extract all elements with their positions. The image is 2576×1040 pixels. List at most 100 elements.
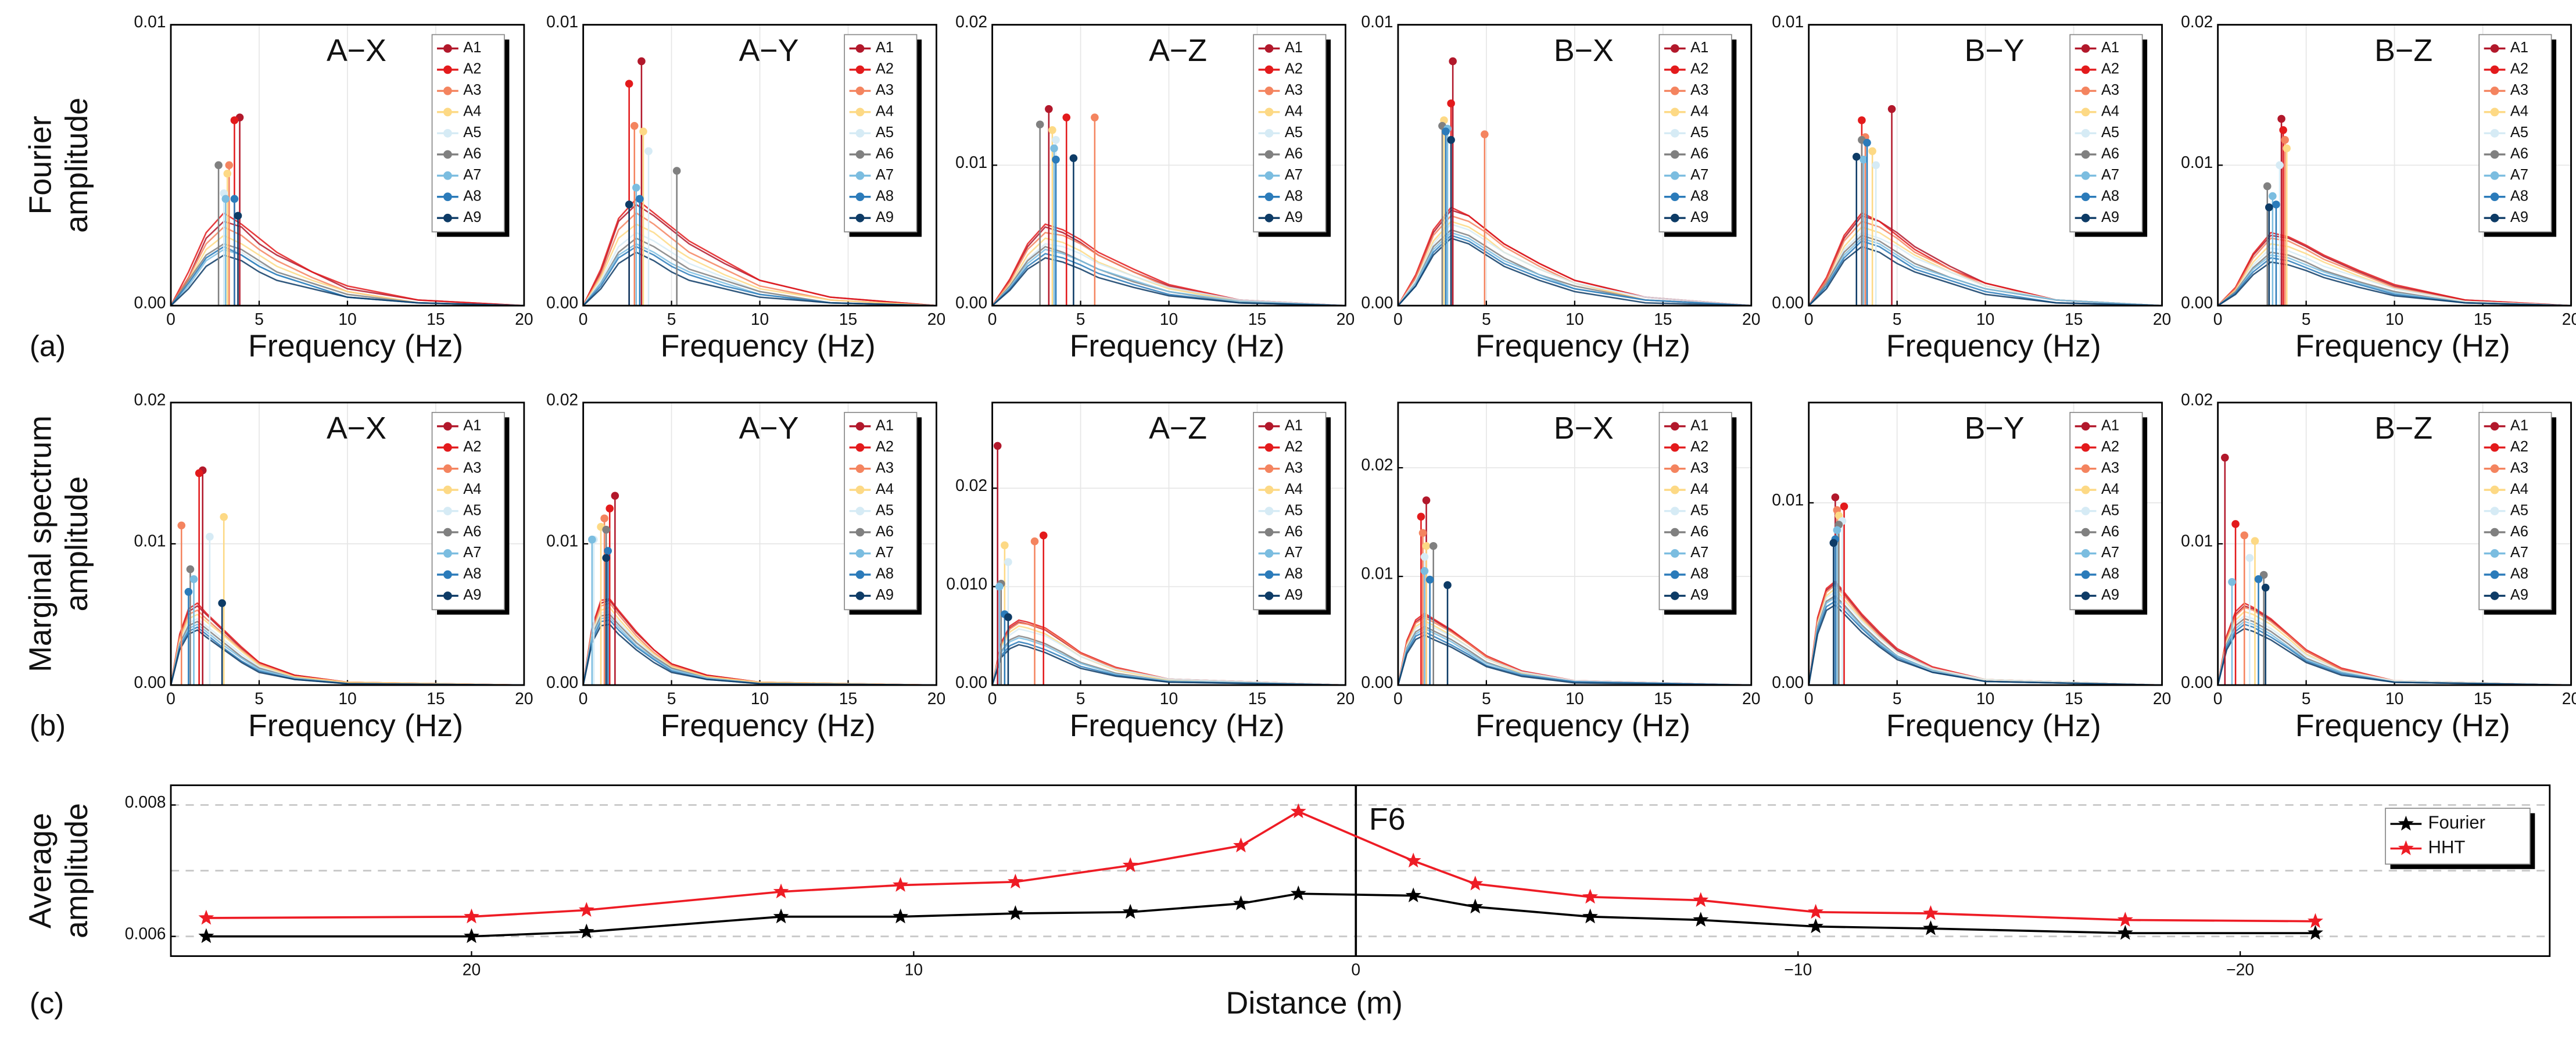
legend-marker: [855, 171, 865, 180]
y-tick-label: 0.01: [2181, 153, 2213, 171]
y-axis-label: Marginal spectrum: [23, 415, 58, 672]
legend-marker: [2081, 464, 2090, 474]
legend-marker: [2490, 549, 2499, 558]
panel-title: A−Y: [739, 411, 799, 446]
legend-label: A4: [1690, 481, 1708, 497]
panel: 0 5 10 15 20 0.00 0.01 0.02 B−Z Frequency (Hz) A1 A…: [2181, 390, 2576, 743]
x-tick-label: 0: [2213, 689, 2223, 708]
legend-label: A3: [876, 82, 894, 98]
legend-label: A1: [2510, 417, 2528, 433]
legend-marker: [2490, 107, 2499, 117]
x-tick-label: 5: [1076, 310, 1085, 328]
legend-label: A6: [1690, 146, 1708, 162]
legend-label: A9: [876, 587, 894, 603]
legend-label: A3: [876, 460, 894, 476]
legend-label: A2: [463, 61, 481, 77]
legend-label: A1: [463, 417, 481, 433]
peak-marker: [588, 535, 596, 544]
peak-marker: [993, 442, 1002, 450]
point-marker: [1582, 908, 1599, 924]
legend-label: A7: [1690, 544, 1708, 561]
legend-marker: [1264, 44, 1274, 53]
series-line: [991, 625, 1346, 686]
peak-marker: [2281, 136, 2289, 144]
x-axis-label: Frequency (Hz): [1070, 329, 1285, 364]
x-tick-label: 20: [1742, 689, 1760, 708]
peak-marker: [2254, 575, 2263, 583]
y-tick-label: 0.01: [1772, 12, 1804, 31]
peak-marker: [1872, 161, 1880, 170]
y-axis-label: Fourier: [23, 116, 58, 214]
peak-marker: [1039, 531, 1048, 540]
x-tick-label: −10: [1784, 960, 1812, 979]
y-tick-label: 0.00: [1361, 673, 1393, 691]
legend-marker: [1264, 485, 1274, 494]
peak-marker: [2231, 520, 2240, 528]
x-axis-label: Frequency (Hz): [661, 329, 876, 364]
peak-marker: [1831, 493, 1840, 501]
plot-frame: [1808, 24, 2163, 307]
series-line: [991, 637, 1346, 686]
x-tick-label: 15: [2065, 310, 2083, 328]
peak-marker: [2240, 531, 2249, 540]
plot-frame: [170, 784, 2551, 957]
peak-marker: [637, 57, 646, 66]
point-marker: [463, 908, 479, 924]
x-axis-label: Frequency (Hz): [2295, 329, 2510, 364]
y-tick-label: 0.02: [955, 476, 987, 494]
peak-marker: [1418, 529, 1427, 537]
legend-marker: [855, 44, 865, 53]
peak-marker: [1062, 113, 1071, 121]
legend-marker: [855, 485, 865, 494]
peak-marker: [625, 80, 633, 88]
x-tick-label: 5: [667, 689, 676, 708]
peak-marker: [602, 554, 610, 562]
peak-marker: [630, 121, 639, 130]
peak-marker: [1840, 502, 1848, 511]
peak-marker: [2261, 583, 2270, 592]
y-tick-label: 0.02: [955, 12, 987, 31]
y-tick-label: 0.02: [546, 390, 578, 408]
x-tick-label: 10: [1976, 689, 1994, 708]
series-line: [991, 644, 1346, 686]
peak-marker: [1833, 526, 1841, 535]
legend-label: A2: [1690, 439, 1708, 455]
panel-title: B−X: [1554, 411, 1614, 446]
x-tick-label: 5: [1893, 689, 1902, 708]
y-tick-label: 0.006: [125, 924, 166, 942]
x-tick-label: 20: [927, 689, 945, 708]
legend-marker: [2081, 213, 2090, 223]
panel-label: (c): [30, 987, 64, 1020]
legend-marker: [855, 128, 865, 138]
series-line: [1808, 237, 2162, 307]
x-axis-label: Frequency (Hz): [1886, 329, 2101, 364]
legend-marker: [855, 507, 865, 515]
panel-title: B−Y: [1965, 33, 2025, 68]
series-line: [1808, 604, 2162, 686]
legend-marker: [1670, 65, 1679, 74]
series-line: [1397, 631, 1751, 686]
series-line: [991, 248, 1346, 307]
series-line: [170, 220, 524, 307]
point-marker: [1233, 895, 1249, 910]
x-tick-label: 15: [2474, 310, 2492, 328]
x-axis-label: Frequency (Hz): [661, 708, 876, 743]
y-tick-label: 0.00: [134, 293, 166, 312]
x-tick-label: −20: [2226, 960, 2254, 979]
peak-marker: [604, 547, 612, 555]
legend-marker: [855, 422, 865, 431]
peak-marker: [220, 513, 228, 521]
y-tick-label: 0.00: [2181, 673, 2213, 691]
x-tick-label: 20: [2153, 689, 2171, 708]
x-tick-label: 15: [839, 689, 857, 708]
peak-marker: [1417, 512, 1425, 521]
legend-marker: [2081, 422, 2090, 431]
x-tick-label: 10: [1565, 310, 1583, 328]
legend-label: A8: [2510, 566, 2528, 582]
legend-box: [2385, 808, 2531, 865]
panel: 0 5 10 15 20 0.00 0.01 0.02 B−Z Frequency (Hz) A1 A…: [2181, 12, 2576, 363]
y-tick-label: 0.008: [125, 792, 166, 811]
x-tick-label: 15: [427, 310, 445, 328]
series-line: [582, 223, 937, 307]
